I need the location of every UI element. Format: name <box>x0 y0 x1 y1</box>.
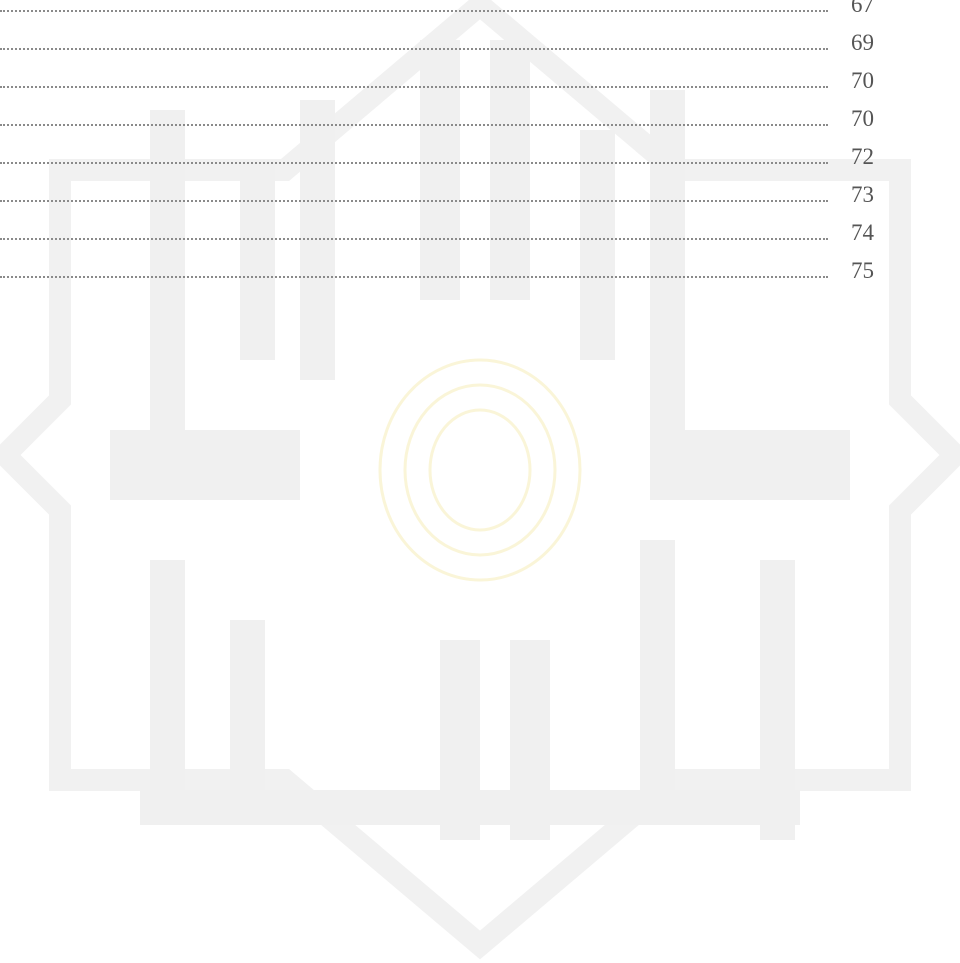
page-number: 72 <box>851 144 874 169</box>
dot-leader <box>0 238 828 240</box>
dot-leader <box>0 162 828 164</box>
dot-leader <box>0 200 828 202</box>
page-number: 74 <box>851 220 874 245</box>
dot-leader <box>0 48 828 50</box>
watermark-glyphs <box>110 40 850 840</box>
toc-entry: 70 <box>0 58 874 96</box>
dot-leader <box>0 124 828 126</box>
watermark-center <box>378 358 582 582</box>
toc-entry: 69 <box>0 20 874 58</box>
toc-entry: 74 <box>0 210 874 248</box>
toc-entry: 70 <box>0 96 874 134</box>
toc-entry: 67 <box>0 0 874 20</box>
page-number: 73 <box>851 182 874 207</box>
dot-leader <box>0 276 828 278</box>
toc-entry: 75 <box>0 248 874 286</box>
dot-leader <box>0 86 828 88</box>
page-number: 75 <box>851 258 874 283</box>
page-number: 67 <box>851 0 874 17</box>
page-number: 69 <box>851 30 874 55</box>
dot-leader <box>0 10 828 12</box>
table-of-contents: 67 69 70 70 72 73 74 75 <box>0 0 874 286</box>
toc-entry: 72 <box>0 134 874 172</box>
toc-entry: 73 <box>0 172 874 210</box>
page-number: 70 <box>851 106 874 131</box>
page-number: 70 <box>851 68 874 93</box>
